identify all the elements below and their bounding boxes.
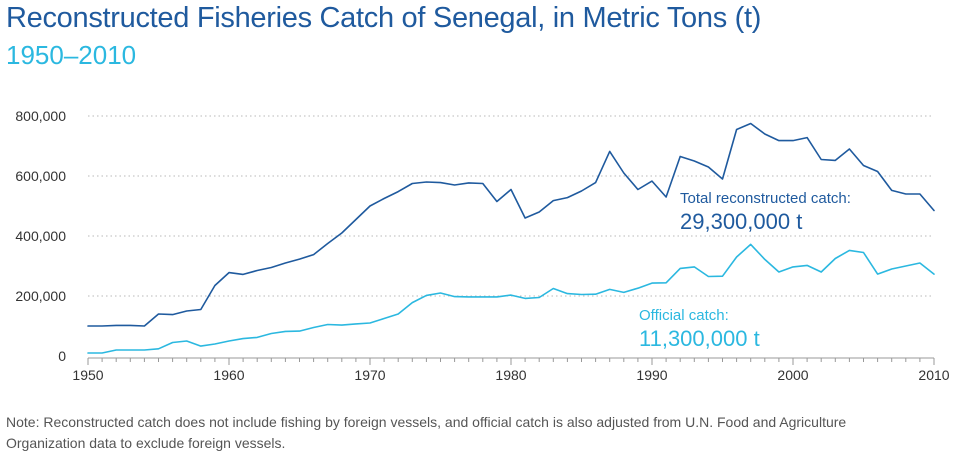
total-catch-annotation-label: Total reconstructed catch:	[680, 190, 851, 207]
x-tick-label: 1960	[213, 367, 244, 383]
official-catch-annotation-label: Official catch:	[639, 307, 729, 324]
x-tick-label: 1990	[636, 367, 667, 383]
x-axis: 1950 1960 1970 1980 1990 2000 2010	[72, 357, 950, 383]
x-tick-label: 1970	[354, 367, 385, 383]
chart-subtitle: 1950–2010	[6, 40, 137, 70]
footnote: Note: Reconstructed catch does not inclu…	[6, 414, 847, 451]
y-tick-label: 400,000	[15, 228, 66, 244]
y-tick-label: 800,000	[15, 108, 66, 124]
x-tick-label: 2010	[918, 367, 949, 383]
official-catch-annotation-value: 11,300,000 t	[639, 326, 760, 351]
series-line-0	[87, 122, 935, 327]
y-tick-label: 0	[58, 348, 66, 364]
series-line-1	[87, 243, 935, 354]
series-group	[87, 122, 935, 354]
x-tick-label: 2000	[777, 367, 808, 383]
chart-title: Reconstructed Fisheries Catch of Senegal…	[6, 2, 762, 34]
y-axis-ticks: 0 200,000 400,000 600,000 800,000	[15, 108, 66, 364]
x-tick-label: 1950	[72, 367, 103, 383]
annotations: Total reconstructed catch: 29,300,000 t …	[639, 190, 851, 351]
y-tick-label: 200,000	[15, 288, 66, 304]
total-catch-annotation-value: 29,300,000 t	[680, 209, 802, 234]
x-tick-label: 1980	[495, 367, 526, 383]
y-tick-label: 600,000	[15, 168, 66, 184]
gridlines	[88, 115, 934, 297]
